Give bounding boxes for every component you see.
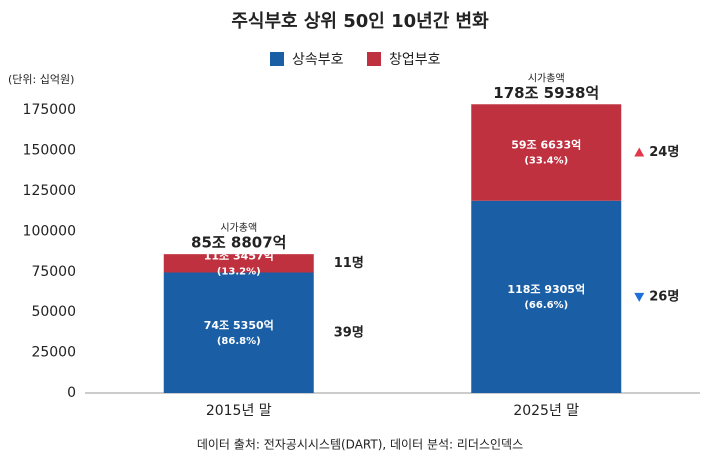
count-label: 11명 [334, 255, 364, 271]
value-label: 11조 3457억 [204, 249, 274, 262]
total-label: 178조 5938억 [493, 84, 599, 102]
y-tick-label: 25000 [31, 345, 76, 361]
x-tick-label: 2025년 말 [513, 403, 579, 419]
legend-swatch [270, 52, 284, 66]
y-tick-label: 150000 [23, 143, 76, 159]
bar-segment [163, 254, 314, 273]
y-tick-label: 175000 [23, 102, 76, 118]
y-tick-label: 75000 [31, 264, 76, 280]
chart-title: 주식부호 상위 50인 10년간 변화 [231, 11, 489, 32]
total-caption: 시가총액 [220, 222, 257, 234]
total-label: 85조 8807억 [191, 234, 286, 252]
bar-segment [471, 104, 622, 201]
y-tick-label: 0 [67, 385, 76, 401]
value-label: 118조 9305억 [507, 283, 585, 296]
bar-segment [471, 200, 622, 393]
legend-swatch [367, 52, 381, 66]
unit-label: (단위: 십억원) [8, 73, 74, 86]
legend-label: 상속부호 [292, 52, 344, 68]
total-caption: 시가총액 [528, 72, 565, 84]
value-label: 59조 6633억 [511, 139, 581, 152]
percent-label: (66.6%) [524, 300, 568, 311]
percent-label: (33.4%) [524, 156, 568, 167]
source: 데이터 출처: 전자공시시스템(DART), 데이터 분석: 리더스인덱스 [197, 438, 523, 452]
bar-segment [163, 272, 314, 393]
x-tick-label: 2015년 말 [206, 403, 272, 419]
percent-label: (13.2%) [217, 266, 261, 277]
y-tick-label: 100000 [23, 223, 76, 239]
y-tick-label: 50000 [31, 304, 76, 320]
change-arrow [634, 147, 645, 157]
count-label: 26명 [649, 288, 679, 304]
y-tick-label: 125000 [23, 183, 76, 199]
count-label: 39명 [334, 324, 364, 340]
percent-label: (86.8%) [217, 336, 261, 347]
change-arrow [634, 292, 645, 302]
value-label: 74조 5350억 [204, 319, 274, 332]
legend-label: 창업부호 [389, 52, 441, 68]
count-label: 24명 [649, 144, 679, 160]
